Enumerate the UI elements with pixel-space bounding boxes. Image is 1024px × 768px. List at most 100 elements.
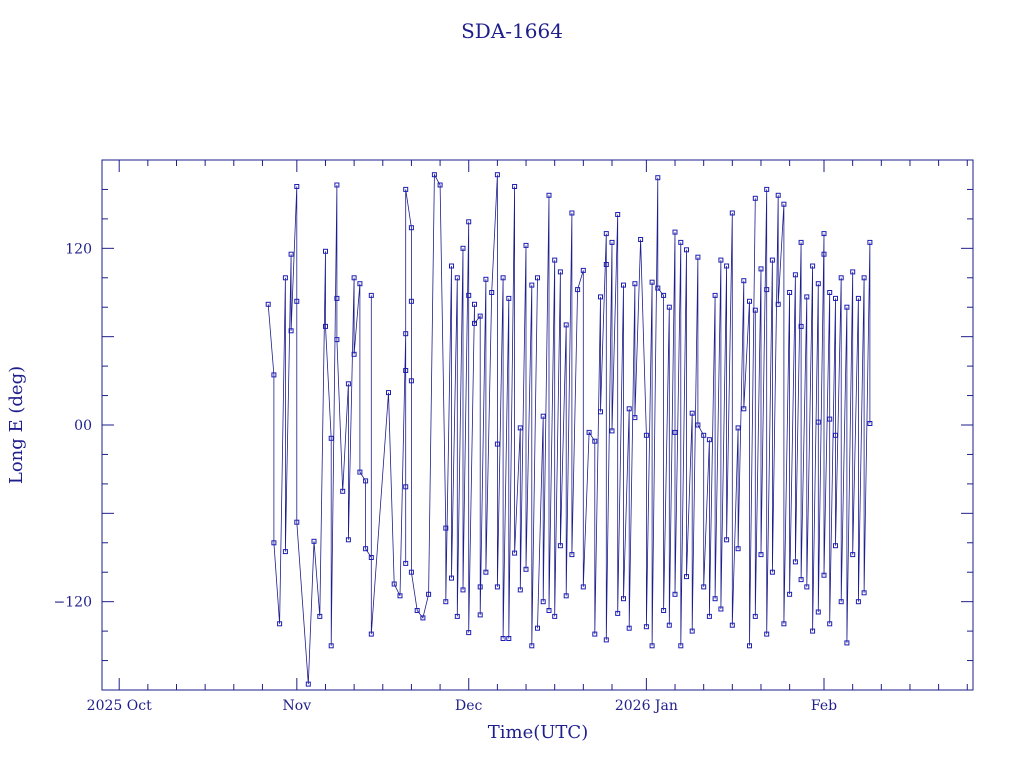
data-point — [706, 613, 712, 619]
data-point — [815, 419, 821, 425]
data-point — [523, 566, 529, 572]
data-point — [454, 275, 460, 281]
data-point — [598, 294, 603, 300]
data-point — [838, 275, 844, 281]
data-point — [821, 231, 827, 237]
data-point — [271, 540, 277, 546]
data-point — [643, 624, 649, 630]
data-point — [592, 438, 598, 444]
data-point — [483, 569, 489, 575]
data-point — [615, 212, 621, 217]
data-point — [408, 569, 414, 575]
data-point — [580, 584, 586, 590]
data-point — [747, 298, 752, 304]
data-point — [655, 175, 661, 181]
data-point — [724, 537, 730, 543]
data-point — [523, 242, 529, 248]
data-point — [345, 537, 351, 543]
data-point — [323, 248, 328, 254]
x-tick-label: Nov — [283, 698, 312, 714]
data-point — [729, 210, 735, 216]
data-point — [454, 613, 460, 619]
data-point — [678, 239, 684, 245]
data-point — [815, 281, 821, 287]
data-point — [833, 432, 838, 438]
data-point — [626, 406, 632, 412]
data-point — [311, 538, 317, 544]
plot-frame — [101, 159, 974, 691]
plot-area — [265, 172, 873, 687]
data-point — [752, 613, 758, 619]
data-point — [769, 569, 775, 575]
data-point — [328, 643, 334, 649]
data-point — [288, 251, 294, 257]
tick-labels: 120 00 −120 2025 Oct Nov Dec 2026 Jan Feb — [54, 241, 838, 714]
data-point — [678, 643, 684, 649]
data-point — [609, 428, 615, 434]
data-point — [855, 295, 861, 301]
data-point — [609, 239, 615, 245]
data-point — [472, 320, 477, 326]
data-point — [517, 587, 523, 593]
data-point — [586, 429, 592, 435]
data-point — [792, 559, 798, 565]
data-point — [867, 421, 873, 426]
data-point — [363, 546, 369, 552]
data-point — [408, 298, 414, 304]
data-point — [798, 577, 804, 583]
data-point — [638, 237, 644, 242]
data-point — [483, 276, 489, 282]
chart-title: SDA-1664 — [461, 19, 563, 43]
data-point — [603, 262, 609, 267]
data-point — [833, 543, 838, 549]
data-point — [403, 186, 409, 192]
data-point — [821, 572, 827, 578]
data-point — [351, 351, 357, 357]
data-point — [512, 184, 518, 189]
data-point — [621, 596, 626, 602]
data-point — [282, 549, 288, 555]
data-point — [632, 281, 638, 287]
data-point — [535, 275, 540, 281]
data-point — [420, 615, 426, 621]
data-point — [850, 269, 856, 275]
data-point — [649, 279, 655, 285]
x-axis-label: Time(UTC) — [488, 722, 588, 743]
data-point — [661, 608, 667, 613]
data-point — [781, 201, 787, 207]
data-point — [666, 304, 672, 310]
data-point — [689, 628, 695, 634]
data-point — [626, 625, 632, 631]
data-point — [443, 599, 449, 605]
data-point — [603, 637, 609, 643]
data-point — [386, 390, 391, 396]
data-point — [500, 636, 506, 641]
data-point — [775, 192, 781, 198]
data-point — [368, 555, 374, 560]
data-point — [861, 275, 867, 281]
data-point — [844, 304, 850, 310]
data-point — [317, 613, 323, 619]
data-point — [758, 552, 764, 558]
data-point — [529, 643, 535, 649]
data-point — [735, 425, 741, 431]
data-point — [414, 608, 420, 613]
data-point — [833, 295, 838, 301]
data-point — [655, 285, 661, 291]
y-tick-label: −120 — [54, 595, 92, 611]
data-point — [563, 322, 569, 328]
data-point — [517, 425, 523, 431]
data-point — [838, 599, 844, 605]
data-point — [305, 681, 311, 687]
data-point — [827, 416, 833, 422]
data-point — [294, 184, 300, 189]
data-point — [850, 552, 856, 558]
data-point — [649, 643, 655, 649]
x-tick-label: Dec — [455, 698, 483, 714]
data-point — [689, 410, 695, 416]
data-point — [672, 591, 678, 597]
data-point — [735, 546, 741, 552]
data-point — [546, 608, 552, 613]
data-point — [758, 266, 764, 272]
data-point — [466, 219, 472, 225]
